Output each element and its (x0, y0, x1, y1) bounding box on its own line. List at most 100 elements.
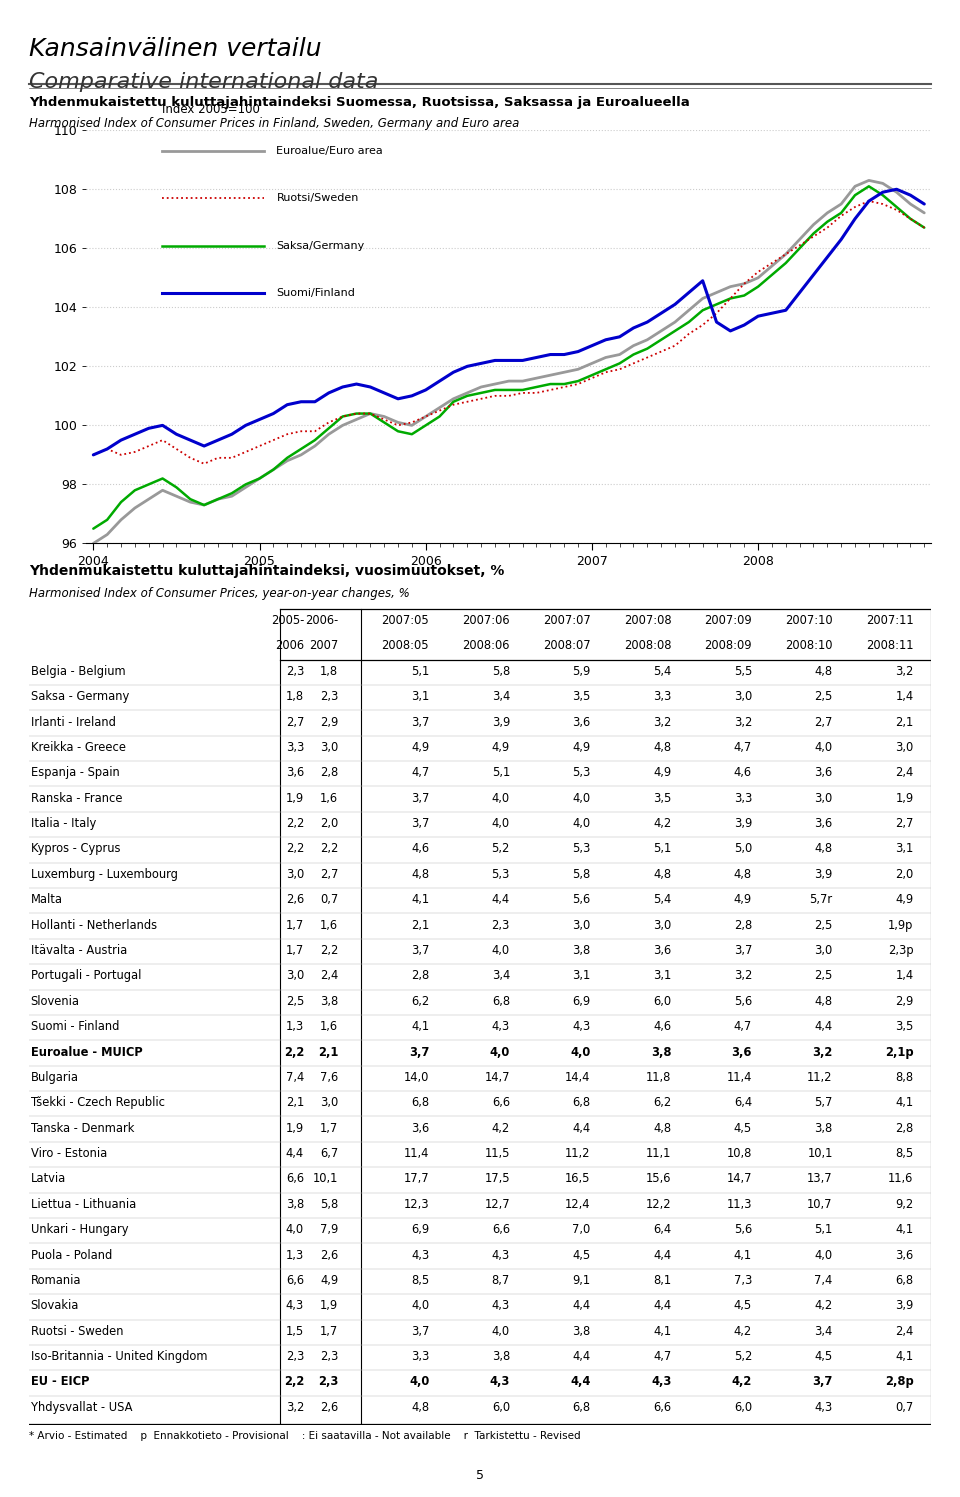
Text: 2,7: 2,7 (895, 817, 914, 829)
Text: EU - EICP: EU - EICP (31, 1376, 89, 1389)
Text: Euroalue - MUICP: Euroalue - MUICP (31, 1045, 142, 1058)
Text: 4,8: 4,8 (411, 868, 429, 880)
Text: 4,2: 4,2 (653, 817, 671, 829)
Text: 3,4: 3,4 (814, 1325, 832, 1338)
Text: 4,8: 4,8 (734, 868, 752, 880)
Text: 5,9: 5,9 (572, 665, 590, 678)
Text: 4,2: 4,2 (492, 1121, 510, 1135)
Text: 3,6: 3,6 (653, 945, 671, 957)
Text: 4,7: 4,7 (653, 1350, 671, 1364)
Text: 1,7: 1,7 (320, 1325, 338, 1338)
Text: 6,9: 6,9 (572, 994, 590, 1007)
Text: 2008:11: 2008:11 (866, 639, 914, 653)
Text: 4,3: 4,3 (814, 1401, 832, 1413)
Text: 4,8: 4,8 (815, 665, 832, 678)
Text: 2007:05: 2007:05 (381, 614, 429, 627)
Text: 2,8p: 2,8p (885, 1376, 914, 1389)
Text: 5,8: 5,8 (492, 665, 510, 678)
Text: 3,7: 3,7 (411, 817, 429, 829)
Text: 4,0: 4,0 (572, 817, 590, 829)
Text: 3,0: 3,0 (286, 970, 304, 982)
Text: 4,3: 4,3 (492, 1019, 510, 1033)
Text: 2,3: 2,3 (318, 1376, 338, 1389)
Text: 4,2: 4,2 (732, 1376, 752, 1389)
Text: 3,2: 3,2 (653, 716, 671, 729)
Text: 3,3: 3,3 (653, 690, 671, 704)
Text: 6,7: 6,7 (320, 1147, 338, 1160)
Text: 6,6: 6,6 (653, 1401, 671, 1413)
Text: Espanja - Spain: Espanja - Spain (31, 766, 119, 780)
Text: Kreikka - Greece: Kreikka - Greece (31, 741, 126, 754)
Text: 3,8: 3,8 (572, 1325, 590, 1338)
Text: 2007: 2007 (309, 639, 338, 653)
Text: Slovakia: Slovakia (31, 1299, 79, 1313)
Text: 4,1: 4,1 (734, 1248, 752, 1262)
Text: 4,4: 4,4 (570, 1376, 590, 1389)
Text: Kypros - Cyprus: Kypros - Cyprus (31, 843, 120, 855)
Text: Unkari - Hungary: Unkari - Hungary (31, 1223, 128, 1237)
Text: 13,7: 13,7 (807, 1172, 832, 1186)
Text: 3,7: 3,7 (409, 1045, 429, 1058)
Text: 5,8: 5,8 (320, 1198, 338, 1211)
Text: 11,5: 11,5 (485, 1147, 510, 1160)
Text: 1,9: 1,9 (286, 1121, 304, 1135)
Text: 5,1: 5,1 (814, 1223, 832, 1237)
Text: Portugali - Portugal: Portugali - Portugal (31, 970, 141, 982)
Text: 6,2: 6,2 (411, 994, 429, 1007)
Text: 15,6: 15,6 (646, 1172, 671, 1186)
Text: 2,2: 2,2 (283, 1045, 304, 1058)
Text: 4,0: 4,0 (492, 792, 510, 805)
Text: 2,1: 2,1 (286, 1096, 304, 1109)
Text: 5: 5 (476, 1469, 484, 1482)
Text: 5,6: 5,6 (733, 994, 752, 1007)
Text: 2007:06: 2007:06 (463, 614, 510, 627)
Text: 5,2: 5,2 (733, 1350, 752, 1364)
Text: 3,3: 3,3 (411, 1350, 429, 1364)
Text: Yhdenmukaistettu kuluttajahintaindeksi, vuosimuutokset, %: Yhdenmukaistettu kuluttajahintaindeksi, … (29, 564, 504, 578)
Text: 4,2: 4,2 (733, 1325, 752, 1338)
Text: 2,7: 2,7 (286, 716, 304, 729)
Text: 4,4: 4,4 (286, 1147, 304, 1160)
Text: 1,4: 1,4 (896, 690, 914, 704)
Text: 2,3: 2,3 (492, 919, 510, 931)
Text: 11,3: 11,3 (727, 1198, 752, 1211)
Text: 2,8: 2,8 (320, 766, 338, 780)
Text: Suomi - Finland: Suomi - Finland (31, 1019, 119, 1033)
Text: 2,2: 2,2 (286, 817, 304, 829)
Text: 4,9: 4,9 (411, 741, 429, 754)
Text: Ranska - France: Ranska - France (31, 792, 122, 805)
Text: Puola - Poland: Puola - Poland (31, 1248, 112, 1262)
Text: 4,6: 4,6 (653, 1019, 671, 1033)
Text: 4,1: 4,1 (896, 1096, 914, 1109)
Text: 10,1: 10,1 (313, 1172, 338, 1186)
Text: Comparative international data: Comparative international data (29, 72, 378, 91)
Text: 3,2: 3,2 (812, 1045, 832, 1058)
Text: 2006-: 2006- (305, 614, 338, 627)
Text: Liettua - Lithuania: Liettua - Lithuania (31, 1198, 136, 1211)
Text: 3,0: 3,0 (814, 792, 832, 805)
Text: 4,5: 4,5 (572, 1248, 590, 1262)
Text: Suomi/Finland: Suomi/Finland (276, 289, 355, 298)
Text: Belgia - Belgium: Belgia - Belgium (31, 665, 125, 678)
Text: Itävalta - Austria: Itävalta - Austria (31, 945, 127, 957)
Text: 2,7: 2,7 (814, 716, 832, 729)
Text: Tšekki - Czech Republic: Tšekki - Czech Republic (31, 1096, 164, 1109)
Text: 1,9: 1,9 (320, 1299, 338, 1313)
Text: 2,2: 2,2 (320, 945, 338, 957)
Text: 5,5: 5,5 (733, 665, 752, 678)
Text: 3,3: 3,3 (286, 741, 304, 754)
Text: 5,0: 5,0 (733, 843, 752, 855)
Text: 2,5: 2,5 (814, 690, 832, 704)
Text: 4,3: 4,3 (411, 1248, 429, 1262)
Text: Italia - Italy: Italia - Italy (31, 817, 96, 829)
Text: 4,8: 4,8 (411, 1401, 429, 1413)
Text: 2008:08: 2008:08 (624, 639, 671, 653)
Text: 4,0: 4,0 (409, 1376, 429, 1389)
Text: 4,4: 4,4 (653, 1248, 671, 1262)
Text: 2,8: 2,8 (733, 919, 752, 931)
Text: 4,3: 4,3 (490, 1376, 510, 1389)
Text: Kansainvälinen vertailu: Kansainvälinen vertailu (29, 37, 322, 61)
Text: 2007:11: 2007:11 (866, 614, 914, 627)
Text: Viro - Estonia: Viro - Estonia (31, 1147, 107, 1160)
Text: 2006: 2006 (275, 639, 304, 653)
